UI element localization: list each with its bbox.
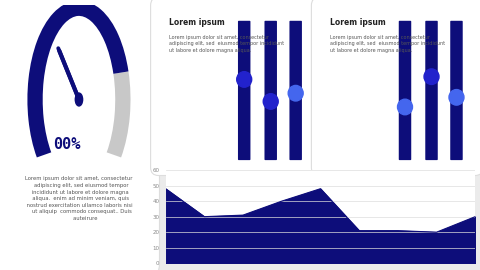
FancyBboxPatch shape — [0, 0, 159, 270]
FancyBboxPatch shape — [264, 21, 277, 160]
Circle shape — [397, 99, 412, 115]
Text: 00%: 00% — [54, 137, 81, 152]
Circle shape — [288, 85, 303, 101]
FancyBboxPatch shape — [312, 0, 480, 176]
FancyBboxPatch shape — [151, 0, 322, 176]
Circle shape — [449, 90, 464, 105]
FancyBboxPatch shape — [289, 21, 302, 160]
Circle shape — [424, 69, 439, 85]
FancyBboxPatch shape — [238, 21, 251, 160]
Text: Lorem ipsum dolor sit amet, consectetur
adipiscing elit, sed  eiusmod tempor inc: Lorem ipsum dolor sit amet, consectetur … — [330, 35, 445, 53]
Text: Lorem ipsum: Lorem ipsum — [330, 18, 386, 27]
FancyBboxPatch shape — [450, 21, 463, 160]
Circle shape — [75, 93, 83, 106]
Text: Lorem ipsum: Lorem ipsum — [169, 18, 225, 27]
FancyBboxPatch shape — [399, 21, 411, 160]
Circle shape — [237, 72, 252, 87]
Text: Lorem ipsum dolor sit amet, consectetur
   adipiscing elit, sed eiusmod tempor
 : Lorem ipsum dolor sit amet, consectetur … — [25, 177, 133, 221]
Text: Lorem ipsum dolor sit amet, consectetur
adipiscing elit, sed  eiusmod tempor inc: Lorem ipsum dolor sit amet, consectetur … — [169, 35, 285, 53]
Circle shape — [263, 94, 278, 109]
FancyBboxPatch shape — [425, 21, 438, 160]
